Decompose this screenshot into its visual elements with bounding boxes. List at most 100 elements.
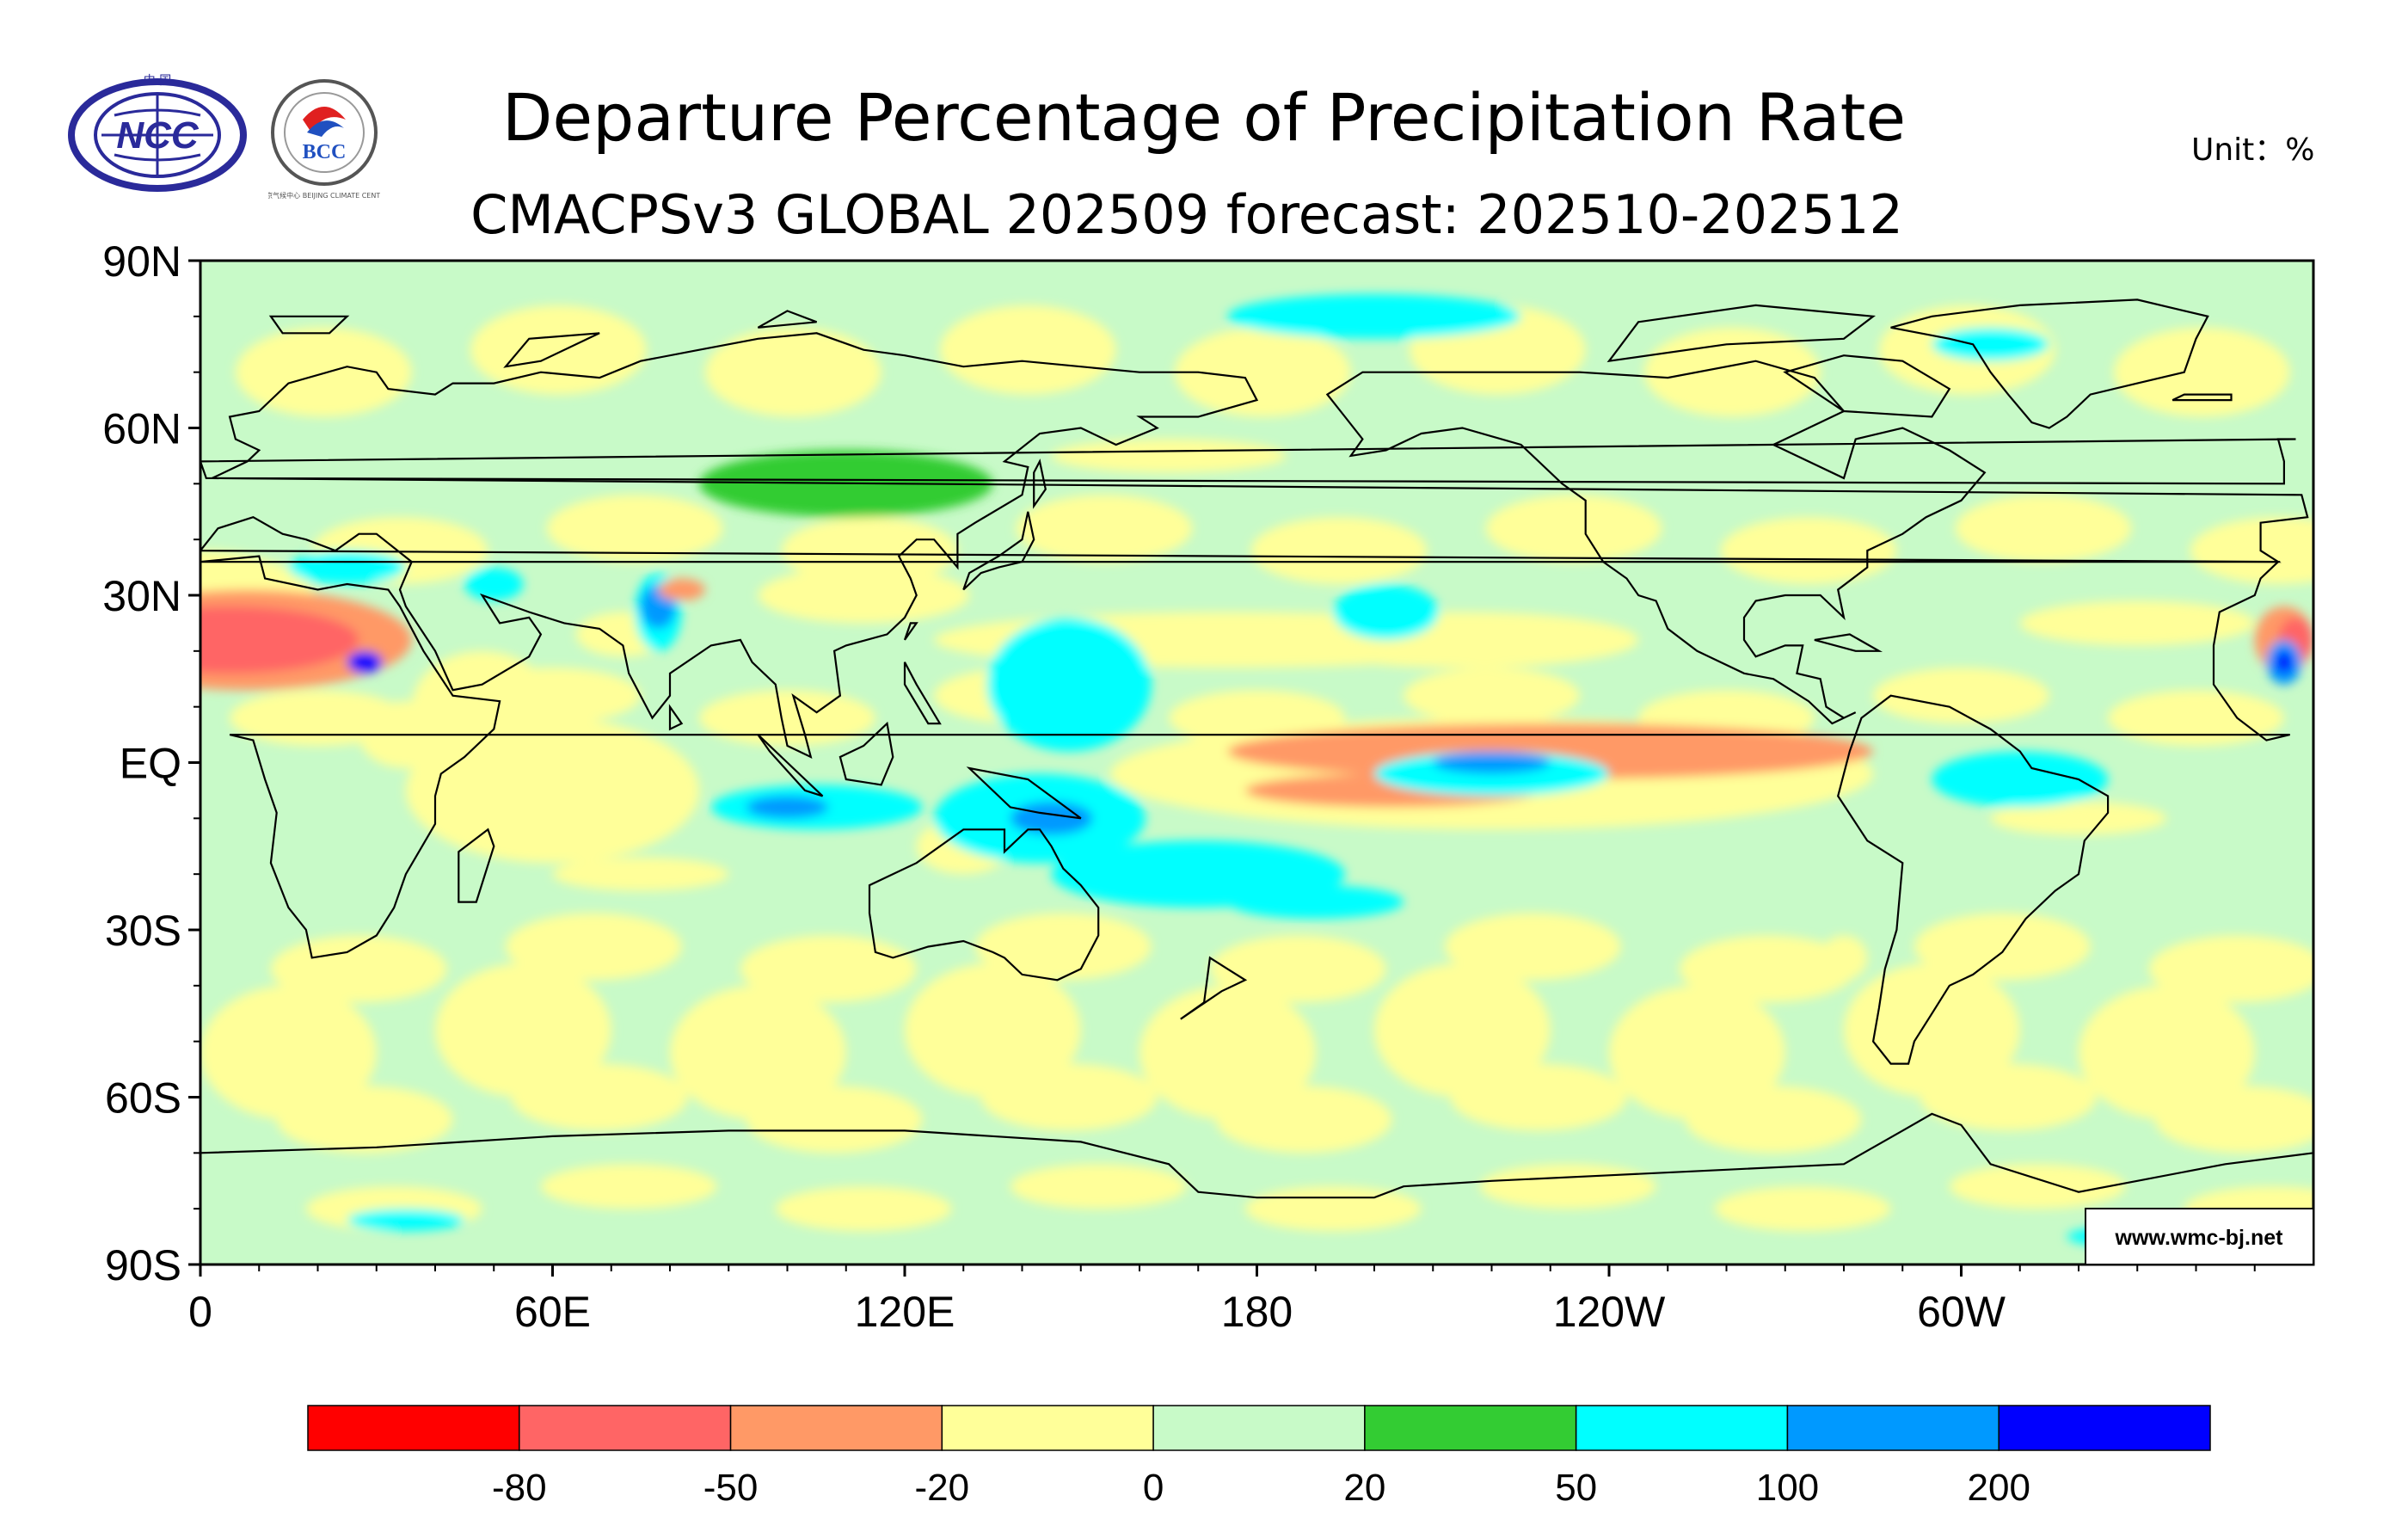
colorbar-label: -80 (492, 1467, 547, 1509)
precip-band (270, 935, 447, 1003)
coastline-new-guinea (966, 766, 1082, 820)
lon-label: 0 (188, 1288, 212, 1336)
precip-band (1714, 1186, 1891, 1232)
precip-anomaly-39 (1820, 935, 1868, 981)
bcc-ring-text: 北京气候中心 BEIJING CLIMATE CENTER (268, 191, 380, 200)
ncc-top-text: 中 国 (144, 74, 171, 88)
colorbar-label: 100 (1756, 1467, 1819, 1509)
coastlines (200, 298, 2313, 1264)
colorbar-swatch (1575, 1405, 1789, 1451)
coastline-svalbard (268, 315, 350, 335)
coastline-japan (962, 511, 1035, 591)
precip-band (670, 985, 846, 1120)
coastline-britain (200, 438, 2296, 485)
precip-anomaly-42 (658, 578, 705, 601)
lon-label: 60E (514, 1288, 591, 1336)
precip-band (1949, 1164, 2126, 1209)
coastline-australia (868, 828, 1100, 981)
precip-band (2148, 935, 2313, 1003)
lat-label: 60N (102, 405, 181, 453)
precip-anomaly-9 (1990, 801, 2167, 835)
bcc-text: BCC (303, 141, 347, 163)
precip-band (1914, 913, 2091, 981)
lat-label: 90N (102, 237, 181, 286)
lat-label: 30N (102, 572, 181, 620)
precip-anomaly-16 (200, 606, 359, 674)
precip-band (2108, 690, 2284, 747)
precip-anomaly-41 (347, 1209, 465, 1232)
lat-label: 30S (105, 907, 181, 955)
precip-band (1955, 495, 2132, 563)
ncc-logo: NCC 中 国 (68, 74, 247, 192)
precip-band (2113, 327, 2290, 417)
lon-label: 120E (855, 1288, 955, 1336)
colorbar-label: 20 (1343, 1467, 1385, 1509)
precip-band (1209, 935, 1386, 1003)
coastline-arctic-islands (1606, 304, 1877, 363)
precip-band (746, 1086, 923, 1154)
precip-band (546, 495, 723, 563)
precip-band (740, 935, 917, 1003)
coastline-africa (200, 555, 2290, 959)
credit-box (2085, 1208, 2314, 1265)
coastline-greenland (1890, 298, 2209, 429)
precip-anomaly-34 (347, 650, 383, 674)
precip-band (276, 1086, 453, 1154)
precip-band (1250, 517, 1428, 585)
precip-band (2079, 985, 2255, 1120)
colorbar-swatch (941, 1405, 1154, 1451)
precip-anomaly-28 (1227, 293, 1521, 339)
unit-label: Unit：% (2191, 132, 2315, 168)
colorbar-swatch (519, 1405, 732, 1451)
map-title: Departure Percentage of Precipitation Ra… (501, 79, 1907, 156)
precip-anomaly-23 (1932, 751, 2109, 808)
precip-anomaly-30 (1010, 801, 1093, 835)
coastline-north-america (1325, 360, 1987, 725)
lon-label: 180 (1221, 1288, 1293, 1336)
colorbar-swatch (307, 1405, 520, 1451)
bcc-logo: BCC 北京气候中心 BEIJING CLIMATE CENTER (268, 79, 380, 200)
lat-label: 60S (105, 1074, 181, 1123)
coastline-baffin (1783, 354, 1951, 418)
precip-band (939, 305, 1116, 395)
precip-anomaly-29 (1433, 751, 1551, 774)
coastline-severnaya (757, 310, 817, 329)
precip-band (905, 963, 1081, 1098)
precip-band (1444, 913, 1621, 981)
precip-anomaly-11 (2019, 600, 2255, 646)
precip-band (200, 985, 377, 1120)
coastline-eurasia (200, 332, 2309, 760)
precip-anomaly-22 (986, 617, 1152, 752)
precip-band (505, 913, 682, 981)
lat-label: EQ (120, 740, 181, 788)
coastline-borneo (838, 721, 894, 786)
precip-band (1720, 517, 1897, 585)
credit-text: www.wmc-bj.net (2115, 1226, 2284, 1250)
precip-band (1450, 1063, 1627, 1131)
coastline-antarctica (200, 1112, 2313, 1264)
ncc-wreath-icon (68, 78, 247, 192)
precip-band (980, 1063, 1158, 1131)
coastline-sri-lanka (668, 704, 684, 731)
colorbar-label: -20 (915, 1467, 970, 1509)
coastline-madagascar (458, 828, 495, 903)
colorbar-swatch (1786, 1405, 2000, 1451)
coastline-south-america (1837, 694, 2110, 1065)
map-subtitle: CMACPSv3 GLOBAL 202509 forecast: 202510-… (470, 183, 1903, 246)
precip-band (2190, 517, 2313, 585)
lon-label: 120W (1553, 1288, 1666, 1336)
coastline-sumatra (757, 734, 824, 797)
precip-anomaly-37 (464, 567, 524, 601)
precip-band (1609, 985, 1785, 1120)
precip-anomaly-44 (288, 551, 406, 585)
colorbar-label: 50 (1555, 1467, 1597, 1509)
precip-band (1016, 495, 1193, 563)
precip-band (1174, 327, 1351, 417)
colorbar-label: 0 (1143, 1467, 1164, 1509)
precip-band (1244, 1186, 1422, 1232)
coastline-iceland (2172, 393, 2233, 402)
precip-band (1685, 1086, 1862, 1154)
precip-band (974, 913, 1152, 981)
lat-label: 90S (105, 1241, 181, 1289)
